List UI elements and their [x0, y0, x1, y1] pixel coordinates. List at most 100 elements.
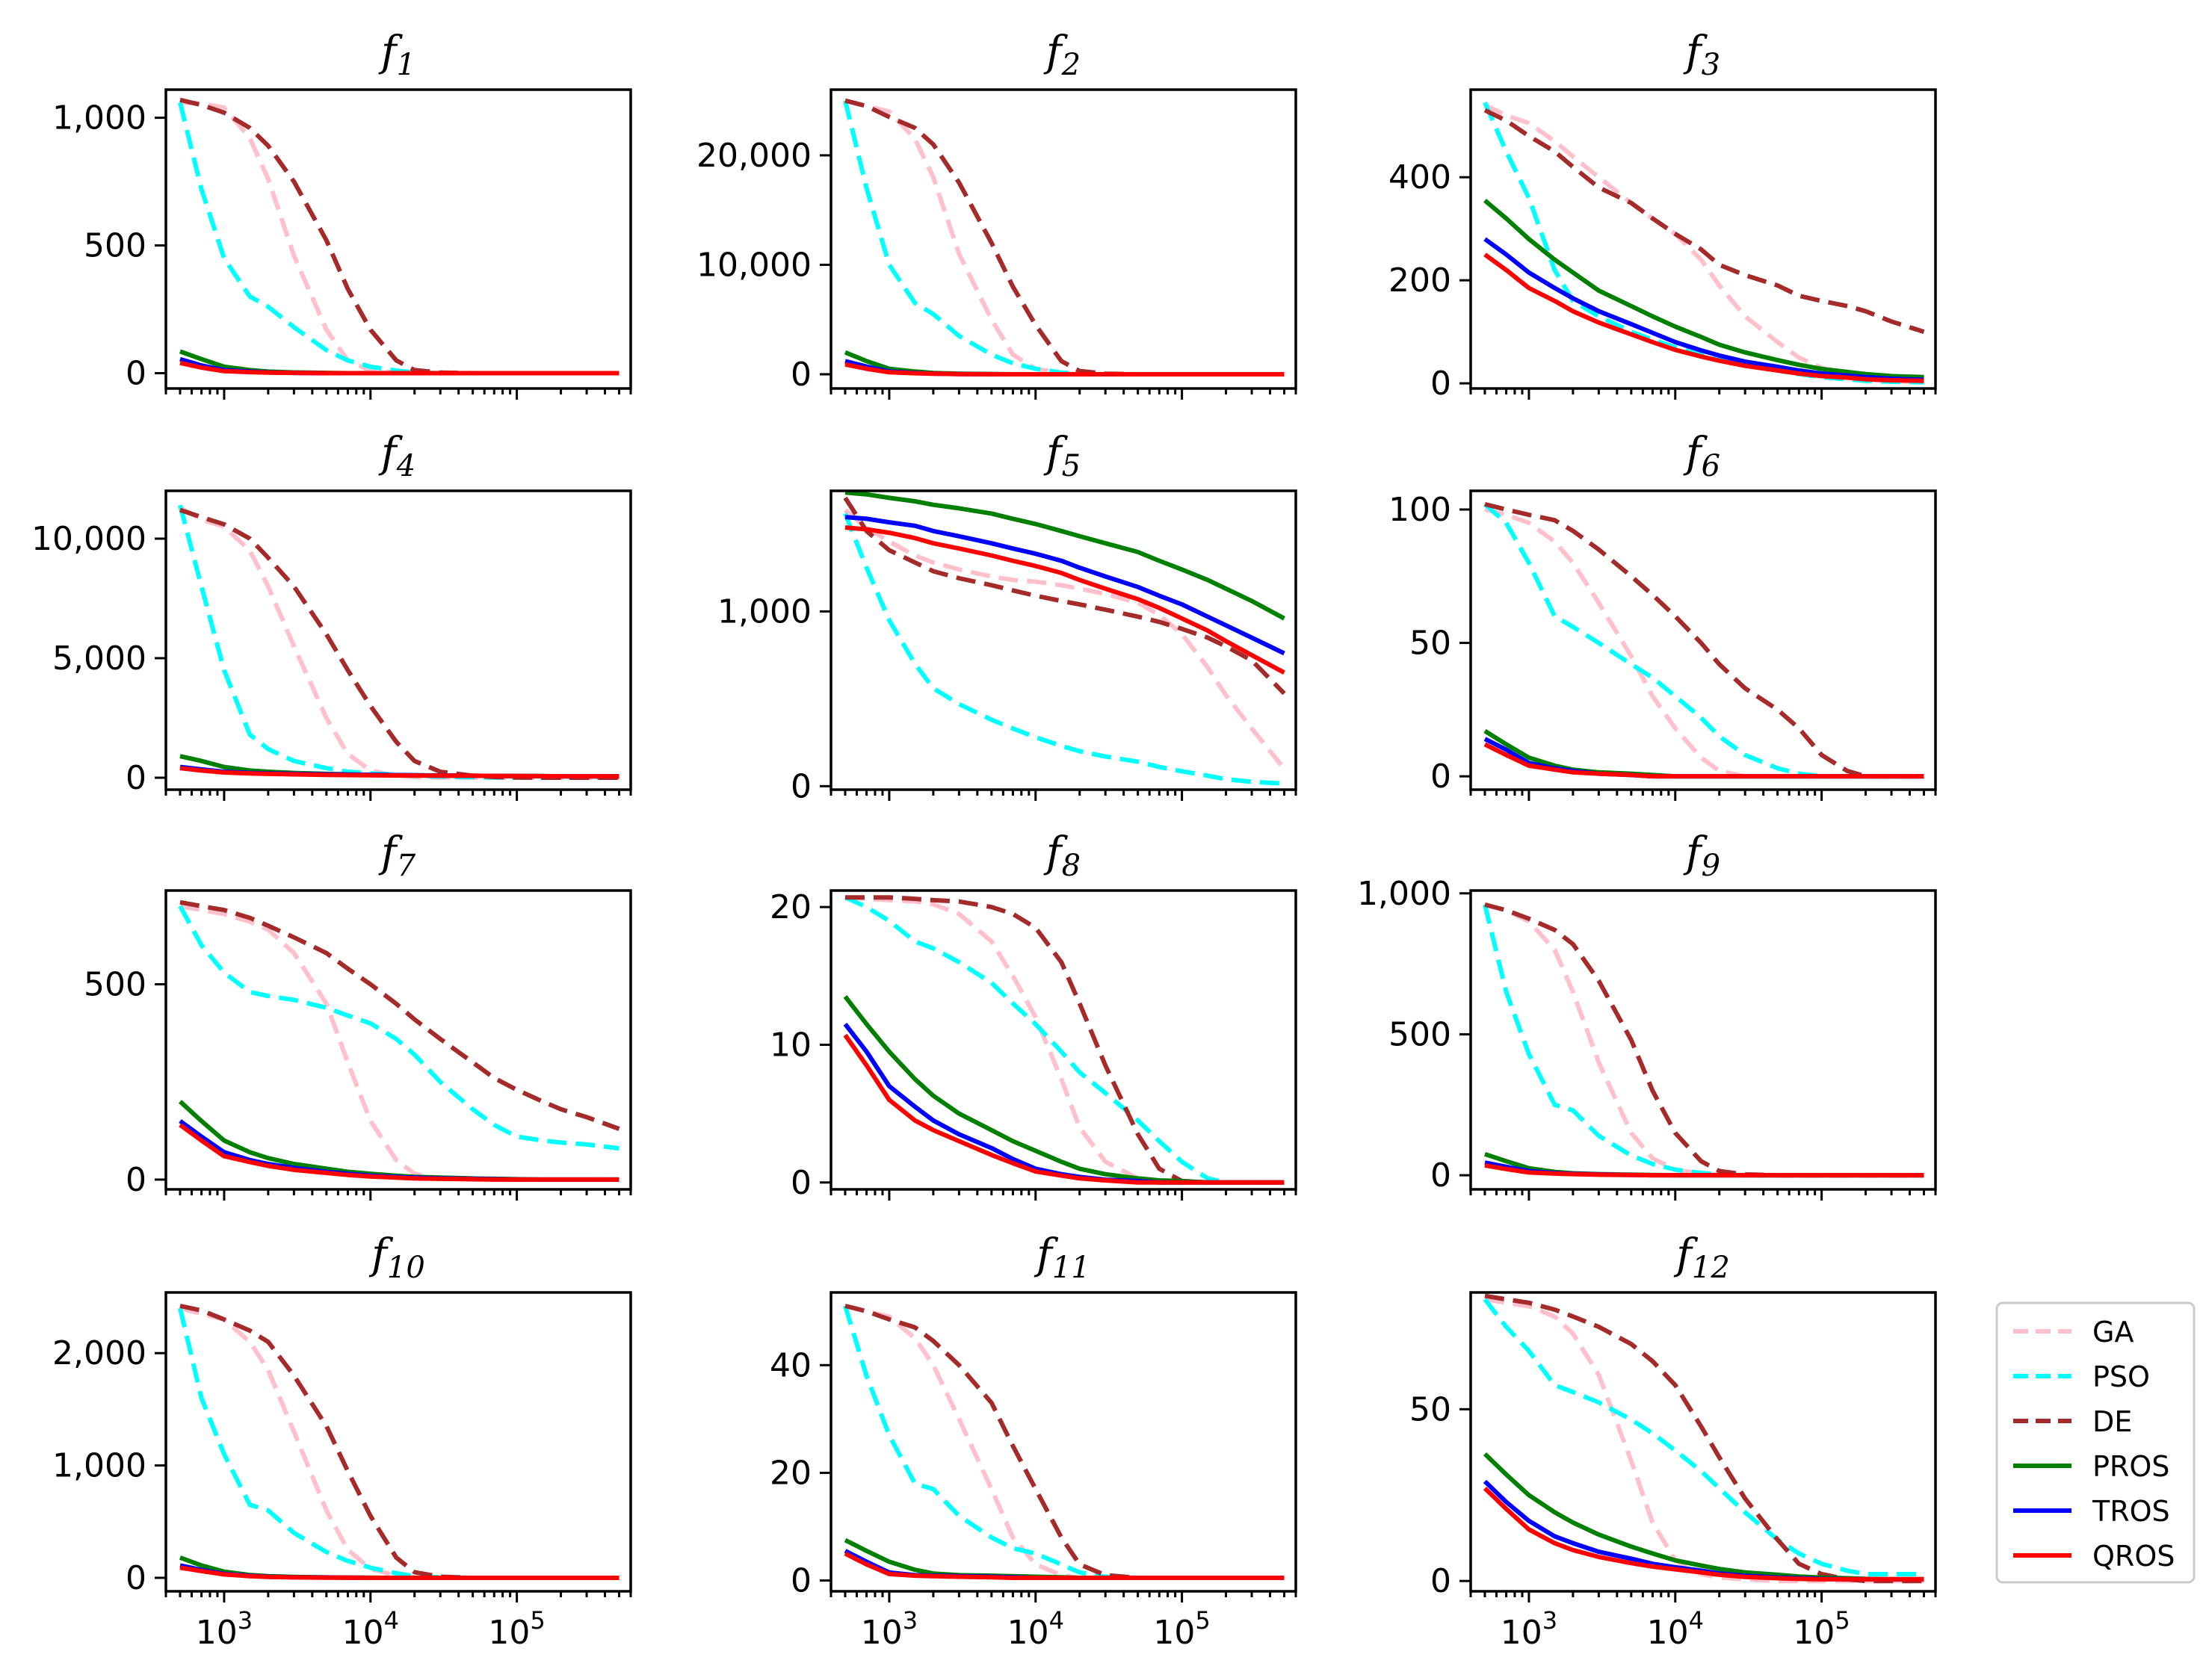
panel-title: f11: [1034, 1230, 1090, 1285]
y-tick-label: 1,000: [717, 592, 812, 631]
series-line-de: [843, 496, 1286, 696]
series-line-qros: [844, 362, 1285, 377]
y-tick-label: 1,000: [1357, 875, 1451, 913]
axes-frame: [164, 88, 632, 390]
series-line-qros: [1483, 1486, 1924, 1582]
series-line-ga: [844, 508, 1286, 770]
series-line-qros: [179, 1565, 620, 1580]
legend-label-ga: GA: [2092, 1316, 2134, 1348]
series-line-de: [1483, 108, 1925, 334]
axes-frame: [830, 489, 1297, 791]
y-tick-label: 0: [791, 1164, 812, 1202]
y-tick-label: 1,000: [52, 1447, 146, 1485]
series-line-pros: [1483, 199, 1924, 380]
y-tick-label: 100: [1388, 491, 1451, 529]
series-line-qros: [844, 525, 1285, 675]
series-line-qros: [843, 1033, 1285, 1185]
series-line-qros: [1483, 253, 1924, 383]
legend-label-pros: PROS: [2092, 1450, 2169, 1483]
y-tick-label: 20: [770, 888, 812, 926]
series-line-de: [1484, 501, 1924, 779]
series-line-qros: [179, 360, 620, 376]
axes-frame: [1469, 88, 1937, 390]
y-tick-label: 0: [791, 1562, 812, 1600]
y-tick-label: 500: [1388, 1015, 1451, 1053]
y-tick-label: 0: [1430, 365, 1451, 403]
y-tick-label: 10: [770, 1026, 812, 1064]
panel-title: f5: [1043, 429, 1081, 483]
series-line-qros: [1483, 742, 1924, 779]
series-line-pso: [178, 905, 620, 1151]
panels-grid: 05001,000f1010,00020,000f20200400f305,00…: [31, 28, 1937, 1652]
legend-label-pso: PSO: [2092, 1360, 2150, 1393]
y-tick-label: 0: [126, 1161, 146, 1199]
y-tick-label: 0: [126, 759, 146, 797]
legend: GA PSO DE PROS TROS QROS: [1995, 1301, 2196, 1584]
axes-frame: [1469, 489, 1937, 791]
axes-frame: [164, 889, 632, 1191]
series-lines: [843, 1304, 1285, 1580]
legend-label-qros: QROS: [2092, 1540, 2175, 1573]
y-tick-label: 500: [84, 965, 146, 1003]
y-tick-label: 50: [1409, 1390, 1451, 1428]
series-line-pso: [844, 895, 1285, 1185]
y-tick-label: 500: [84, 227, 146, 265]
axes-frame: [830, 88, 1297, 390]
series-lines: [178, 1304, 620, 1580]
axes-frame: [830, 1291, 1297, 1593]
y-tick-label: 0: [126, 1559, 146, 1597]
y-tick-label: 0: [1430, 1562, 1451, 1600]
series-lines: [1483, 501, 1924, 779]
axes-frame: [1469, 889, 1937, 1191]
x-tick-label: 104: [1647, 1606, 1704, 1652]
y-tick-label: 400: [1388, 158, 1451, 196]
x-tick-label: 103: [861, 1606, 918, 1652]
series-line-ga: [179, 903, 620, 1182]
series-lines: [1483, 902, 1924, 1178]
y-tick-label: 2,000: [52, 1334, 146, 1372]
series-lines: [843, 895, 1285, 1185]
x-tick-label: 103: [196, 1606, 253, 1652]
y-tick-label: 0: [1430, 758, 1451, 796]
y-tick-label: 10,000: [31, 520, 146, 558]
y-tick-label: 40: [770, 1346, 812, 1384]
panel-f5: 0 1,000 f5: [717, 429, 1297, 805]
axes-frame: [164, 1291, 632, 1593]
panel-f11: 103 104 105 0 20 40 f11: [770, 1230, 1297, 1652]
y-tick-label: 5,000: [52, 640, 146, 678]
x-tick-label: 104: [342, 1606, 399, 1652]
x-tick-label: 103: [1501, 1606, 1557, 1652]
x-tick-label: 105: [488, 1606, 545, 1652]
y-tick-label: 0: [1430, 1156, 1451, 1195]
series-line-qros: [1484, 1162, 1924, 1178]
series-line-qros: [179, 766, 620, 779]
axes-frame: [830, 889, 1297, 1191]
y-tick-label: 20: [770, 1454, 812, 1492]
series-line-tros: [844, 515, 1285, 656]
axes-frame: [1469, 1291, 1937, 1593]
legend-label-de: DE: [2092, 1405, 2132, 1438]
y-tick-label: 20,000: [696, 137, 812, 175]
y-tick-label: 10,000: [696, 246, 812, 284]
series-lines: [1483, 1293, 1924, 1584]
series-line-pso: [843, 513, 1285, 786]
x-tick-label: 105: [1793, 1606, 1850, 1652]
series-line-qros: [179, 1123, 620, 1182]
series-line-qros: [844, 1551, 1285, 1580]
y-tick-label: 0: [791, 356, 812, 394]
y-tick-label: 50: [1409, 625, 1451, 663]
y-tick-label: 0: [791, 767, 812, 805]
x-tick-label: 104: [1007, 1606, 1064, 1652]
